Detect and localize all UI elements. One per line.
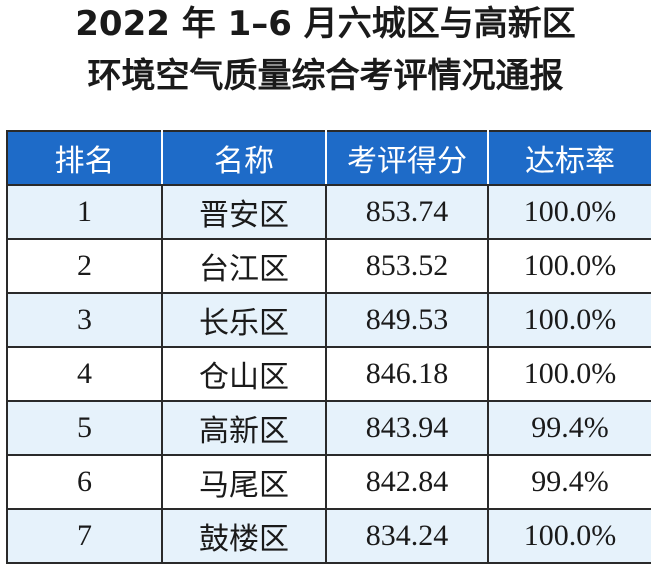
score-cell: 853.52 (325, 238, 489, 294)
rank-cell: 7 (6, 508, 163, 564)
name-cell: 台江区 (161, 238, 327, 294)
rate-cell: 100.0% (487, 184, 651, 240)
rank-cell: 2 (6, 238, 163, 294)
name-cell: 鼓楼区 (161, 508, 327, 564)
header-name: 名称 (161, 130, 327, 186)
rate-cell: 100.0% (487, 508, 651, 564)
rate-cell: 99.4% (487, 400, 651, 456)
rank-cell: 1 (6, 184, 163, 240)
name-cell: 仓山区 (161, 346, 327, 402)
rate-cell: 100.0% (487, 346, 651, 402)
rate-cell: 99.4% (487, 454, 651, 510)
score-cell: 846.18 (325, 346, 489, 402)
header-rank: 排名 (6, 130, 163, 186)
table-row: 2 台江区 853.52 100.0% (6, 238, 651, 294)
ranking-table: 排名 名称 考评得分 达标率 1 晋安区 853.74 100.0% 2 台江区… (6, 130, 651, 564)
table-row: 5 高新区 843.94 99.4% (6, 400, 651, 456)
table-row: 6 马尾区 842.84 99.4% (6, 454, 651, 510)
header-rate: 达标率 (487, 130, 651, 186)
score-cell: 849.53 (325, 292, 489, 348)
name-cell: 晋安区 (161, 184, 327, 240)
score-cell: 853.74 (325, 184, 489, 240)
score-cell: 843.94 (325, 400, 489, 456)
table-row: 4 仓山区 846.18 100.0% (6, 346, 651, 402)
name-cell: 马尾区 (161, 454, 327, 510)
title-line-2: 环境空气质量综合考评情况通报 (87, 56, 564, 96)
header-score: 考评得分 (325, 130, 489, 186)
name-cell: 高新区 (161, 400, 327, 456)
table-header-row: 排名 名称 考评得分 达标率 (6, 130, 651, 186)
rank-cell: 3 (6, 292, 163, 348)
table-row: 1 晋安区 853.74 100.0% (6, 184, 651, 240)
rank-cell: 6 (6, 454, 163, 510)
title-line-1: 2022 年 1–6 月六城区与高新区 (75, 4, 576, 44)
rank-cell: 5 (6, 400, 163, 456)
table-row: 3 长乐区 849.53 100.0% (6, 292, 651, 348)
rank-cell: 4 (6, 346, 163, 402)
rate-cell: 100.0% (487, 292, 651, 348)
score-cell: 842.84 (325, 454, 489, 510)
score-cell: 834.24 (325, 508, 489, 564)
name-cell: 长乐区 (161, 292, 327, 348)
table-row: 7 鼓楼区 834.24 100.0% (6, 508, 651, 564)
rate-cell: 100.0% (487, 238, 651, 294)
